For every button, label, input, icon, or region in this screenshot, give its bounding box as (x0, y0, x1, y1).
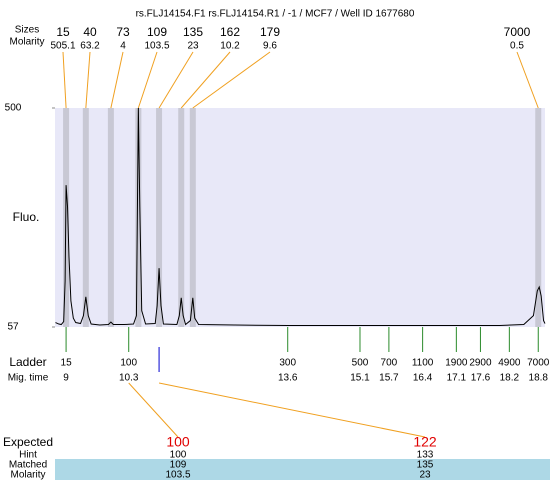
result-value: 109 (170, 460, 187, 471)
peak-size: 162 (220, 25, 240, 39)
peak-molarity: 10.2 (220, 41, 240, 52)
result-row-label: Molarity (10, 470, 45, 480)
result-value: 100 (170, 450, 187, 461)
ladder-size: 1900 (445, 358, 468, 369)
ladder-time: 18.8 (529, 373, 549, 384)
peak-size: 135 (183, 25, 203, 39)
ladder-size: 1100 (412, 358, 434, 369)
ladder-time: 15.1 (350, 373, 370, 384)
peak-band (156, 108, 163, 327)
sizes-label: Sizes (15, 25, 39, 36)
peak-connector (192, 51, 271, 109)
result-value: 100 (166, 434, 190, 450)
peak-size: 40 (83, 25, 97, 39)
result-value: 133 (417, 450, 434, 461)
peak-molarity: 23 (187, 41, 199, 52)
ladder-time: 10.3 (119, 373, 139, 384)
ladder-time: 17.6 (471, 373, 491, 384)
expected-connector (158, 382, 426, 438)
ladder-time: 9 (63, 373, 69, 384)
peak-band (135, 108, 142, 327)
ladder-size: 2900 (469, 358, 492, 369)
expected-connector (128, 382, 179, 438)
result-row-label: Hint (19, 450, 37, 461)
ladder-time: 16.4 (413, 373, 433, 384)
peak-band (107, 108, 114, 327)
peak-molarity: 4 (120, 41, 126, 52)
y-tick-label: 500 (5, 103, 22, 114)
result-value: 135 (417, 460, 434, 471)
peak-molarity: 505.1 (50, 41, 75, 52)
peak-molarity: 0.5 (510, 41, 524, 52)
peak-connector (516, 51, 539, 109)
plot-area (55, 108, 545, 327)
peak-size: 73 (116, 25, 130, 39)
peak-molarity: 63.2 (80, 41, 100, 52)
y-axis-label: Fluo. (13, 210, 40, 224)
peak-band (189, 108, 196, 327)
peak-band (82, 108, 89, 327)
result-row-label: Matched (9, 460, 47, 471)
peak-size: 15 (56, 25, 70, 39)
peak-connector (85, 51, 91, 109)
ladder-size: 300 (279, 358, 296, 369)
peak-size: 7000 (504, 25, 531, 39)
y-tick-label: 57 (7, 322, 19, 333)
ladder-size: 100 (120, 358, 137, 369)
peak-connector (180, 51, 231, 109)
peak-connector (137, 51, 158, 109)
ladder-size: 500 (352, 358, 369, 369)
molarity-label: Molarity (9, 37, 44, 48)
result-value: 23 (419, 470, 431, 480)
peak-band (178, 108, 185, 327)
trace (55, 107, 546, 327)
ladder-time: 13.6 (278, 373, 298, 384)
peak-connector (158, 51, 194, 109)
ladder-size: 15 (61, 358, 73, 369)
ladder-size: 7000 (527, 358, 550, 369)
mig-time-label: Mig. time (8, 373, 49, 384)
peak-band (535, 108, 542, 327)
peak-connector (62, 51, 67, 109)
ladder-size: 700 (381, 358, 398, 369)
result-value: 122 (413, 434, 437, 450)
ladder-label: Ladder (9, 355, 46, 369)
peak-size: 109 (147, 25, 167, 39)
matched-band (55, 459, 550, 480)
peak-connector (110, 51, 124, 109)
ladder-time: 18.2 (500, 373, 520, 384)
ladder-time: 17.1 (447, 373, 467, 384)
peak-molarity: 9.6 (263, 41, 277, 52)
peak-size: 179 (260, 25, 280, 39)
chart-title: rs.FLJ14154.F1 rs.FLJ14154.R1 / -1 / MCF… (136, 9, 415, 20)
ladder-size: 4900 (498, 358, 521, 369)
result-value: 103.5 (165, 470, 190, 480)
peak-molarity: 103.5 (144, 41, 169, 52)
ladder-time: 15.7 (379, 373, 399, 384)
result-row-label: Expected (3, 435, 53, 449)
